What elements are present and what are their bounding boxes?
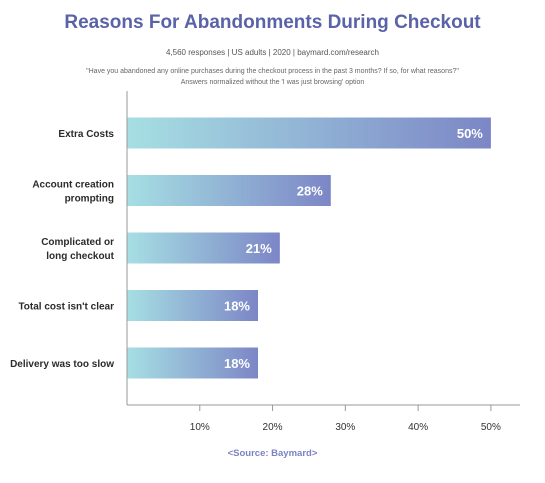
category-label-2: Complicated or long checkout <box>41 237 114 262</box>
survey-note: Answers normalized without the 'I was ju… <box>180 79 365 86</box>
x-tick-label-1: 20% <box>263 422 283 433</box>
x-tick-label-4: 50% <box>481 422 501 433</box>
chart-title: Reasons For Abandonments During Checkout <box>64 12 481 33</box>
bar-value-label-3: 18% <box>224 299 250 314</box>
x-tick-label-0: 10% <box>190 422 210 433</box>
bar-value-label-4: 18% <box>224 356 250 371</box>
x-tick-label-3: 40% <box>408 422 428 433</box>
bar-1 <box>127 175 331 206</box>
bar-2 <box>127 232 280 264</box>
source-link[interactable]: <Source: Baymard> <box>227 448 318 459</box>
bar-value-label-1: 28% <box>297 184 323 199</box>
bar-value-label-2: 21% <box>246 241 272 256</box>
survey-question: "Have you abandoned any online purchases… <box>86 68 459 75</box>
bar-3 <box>127 290 258 321</box>
category-label-1: Account creation prompting <box>32 180 114 205</box>
bar-0 <box>127 117 491 149</box>
x-tick-label-2: 30% <box>335 422 355 433</box>
bar-value-label-0: 50% <box>457 126 483 141</box>
bar-4 <box>127 347 258 379</box>
category-label-3: Total cost isn't clear <box>18 302 114 313</box>
category-label-0: Extra Costs <box>58 129 114 140</box>
category-label-4: Delivery was too slow <box>10 359 114 370</box>
chart-meta: 4,560 responses | US adults | 2020 | bay… <box>165 48 379 57</box>
